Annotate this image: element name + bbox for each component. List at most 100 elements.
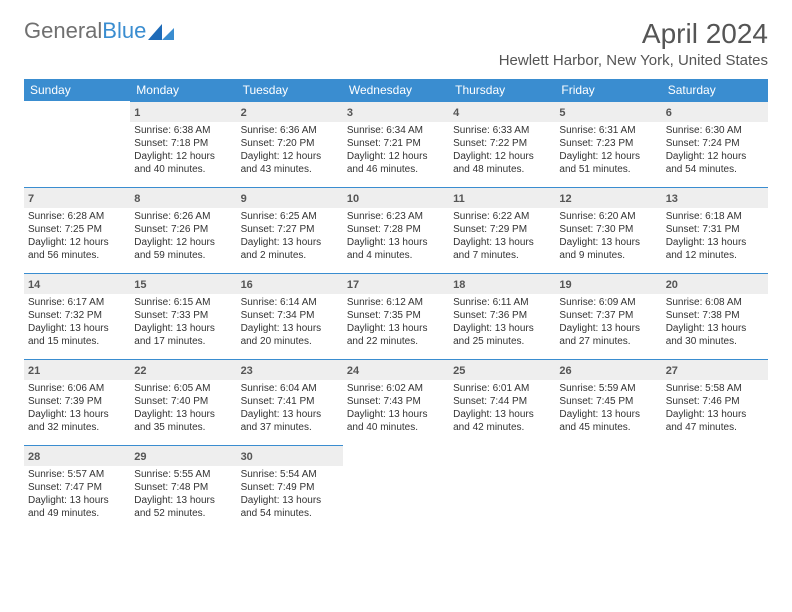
day-info: Sunrise: 6:14 AMSunset: 7:34 PMDaylight:… <box>241 296 339 348</box>
day-info: Sunrise: 6:31 AMSunset: 7:23 PMDaylight:… <box>559 124 657 176</box>
calendar-cell: 11Sunrise: 6:22 AMSunset: 7:29 PMDayligh… <box>449 187 555 273</box>
daylight-text: Daylight: 13 hours and 15 minutes. <box>28 322 126 348</box>
day-number: 14 <box>28 279 40 291</box>
sunrise-text: Sunrise: 6:04 AM <box>241 382 339 395</box>
calendar-cell: 12Sunrise: 6:20 AMSunset: 7:30 PMDayligh… <box>555 187 661 273</box>
day-info: Sunrise: 6:22 AMSunset: 7:29 PMDaylight:… <box>453 210 551 262</box>
day-info: Sunrise: 6:23 AMSunset: 7:28 PMDaylight:… <box>347 210 445 262</box>
sunset-text: Sunset: 7:26 PM <box>134 223 232 236</box>
sunrise-text: Sunrise: 6:12 AM <box>347 296 445 309</box>
calendar-cell: 27Sunrise: 5:58 AMSunset: 7:46 PMDayligh… <box>662 359 768 445</box>
day-number: 22 <box>134 365 146 377</box>
logo-text-blue: Blue <box>102 18 146 44</box>
page-title: April 2024 <box>499 18 768 50</box>
calendar-cell: 7Sunrise: 6:28 AMSunset: 7:25 PMDaylight… <box>24 187 130 273</box>
sunrise-text: Sunrise: 6:30 AM <box>666 124 764 137</box>
weekday-header: Thursday <box>449 79 555 101</box>
sunrise-text: Sunrise: 6:11 AM <box>453 296 551 309</box>
day-number: 24 <box>347 365 359 377</box>
daylight-text: Daylight: 13 hours and 52 minutes. <box>134 494 232 520</box>
sunrise-text: Sunrise: 5:59 AM <box>559 382 657 395</box>
sunset-text: Sunset: 7:38 PM <box>666 309 764 322</box>
day-info: Sunrise: 6:01 AMSunset: 7:44 PMDaylight:… <box>453 382 551 434</box>
sunrise-text: Sunrise: 6:15 AM <box>134 296 232 309</box>
day-number: 18 <box>453 279 465 291</box>
day-info: Sunrise: 6:15 AMSunset: 7:33 PMDaylight:… <box>134 296 232 348</box>
calendar-cell: 26Sunrise: 5:59 AMSunset: 7:45 PMDayligh… <box>555 359 661 445</box>
day-info: Sunrise: 6:26 AMSunset: 7:26 PMDaylight:… <box>134 210 232 262</box>
weekday-header: Sunday <box>24 79 130 101</box>
day-info: Sunrise: 5:59 AMSunset: 7:45 PMDaylight:… <box>559 382 657 434</box>
day-info: Sunrise: 6:33 AMSunset: 7:22 PMDaylight:… <box>453 124 551 176</box>
calendar-cell: 20Sunrise: 6:08 AMSunset: 7:38 PMDayligh… <box>662 273 768 359</box>
sunset-text: Sunset: 7:23 PM <box>559 137 657 150</box>
day-info: Sunrise: 6:04 AMSunset: 7:41 PMDaylight:… <box>241 382 339 434</box>
calendar-cell: 13Sunrise: 6:18 AMSunset: 7:31 PMDayligh… <box>662 187 768 273</box>
day-number: 29 <box>134 451 146 463</box>
title-block: April 2024 Hewlett Harbor, New York, Uni… <box>499 18 768 69</box>
calendar-cell <box>24 101 130 187</box>
daylight-text: Daylight: 12 hours and 56 minutes. <box>28 236 126 262</box>
calendar-cell <box>662 445 768 531</box>
daylight-text: Daylight: 13 hours and 7 minutes. <box>453 236 551 262</box>
calendar-cell: 30Sunrise: 5:54 AMSunset: 7:49 PMDayligh… <box>237 445 343 531</box>
sunrise-text: Sunrise: 6:17 AM <box>28 296 126 309</box>
sunset-text: Sunset: 7:45 PM <box>559 395 657 408</box>
sunrise-text: Sunrise: 6:02 AM <box>347 382 445 395</box>
sunset-text: Sunset: 7:40 PM <box>134 395 232 408</box>
day-number: 1 <box>134 107 140 119</box>
sunrise-text: Sunrise: 6:09 AM <box>559 296 657 309</box>
calendar-row: 28Sunrise: 5:57 AMSunset: 7:47 PMDayligh… <box>24 445 768 531</box>
sunset-text: Sunset: 7:22 PM <box>453 137 551 150</box>
sunrise-text: Sunrise: 6:33 AM <box>453 124 551 137</box>
logo: GeneralBlue <box>24 18 174 44</box>
sunrise-text: Sunrise: 6:38 AM <box>134 124 232 137</box>
weekday-header: Friday <box>555 79 661 101</box>
day-number: 4 <box>453 107 459 119</box>
day-info: Sunrise: 6:25 AMSunset: 7:27 PMDaylight:… <box>241 210 339 262</box>
day-info: Sunrise: 6:11 AMSunset: 7:36 PMDaylight:… <box>453 296 551 348</box>
calendar-row: 14Sunrise: 6:17 AMSunset: 7:32 PMDayligh… <box>24 273 768 359</box>
daylight-text: Daylight: 13 hours and 22 minutes. <box>347 322 445 348</box>
day-info: Sunrise: 6:28 AMSunset: 7:25 PMDaylight:… <box>28 210 126 262</box>
sunset-text: Sunset: 7:21 PM <box>347 137 445 150</box>
daylight-text: Daylight: 13 hours and 20 minutes. <box>241 322 339 348</box>
page-header: GeneralBlue April 2024 Hewlett Harbor, N… <box>24 18 768 69</box>
daylight-text: Daylight: 13 hours and 40 minutes. <box>347 408 445 434</box>
sunset-text: Sunset: 7:39 PM <box>28 395 126 408</box>
daylight-text: Daylight: 13 hours and 32 minutes. <box>28 408 126 434</box>
daylight-text: Daylight: 12 hours and 59 minutes. <box>134 236 232 262</box>
calendar-cell: 21Sunrise: 6:06 AMSunset: 7:39 PMDayligh… <box>24 359 130 445</box>
daylight-text: Daylight: 12 hours and 51 minutes. <box>559 150 657 176</box>
sunrise-text: Sunrise: 5:57 AM <box>28 468 126 481</box>
weekday-header: Saturday <box>662 79 768 101</box>
day-info: Sunrise: 6:06 AMSunset: 7:39 PMDaylight:… <box>28 382 126 434</box>
day-info: Sunrise: 6:30 AMSunset: 7:24 PMDaylight:… <box>666 124 764 176</box>
weekday-header: Tuesday <box>237 79 343 101</box>
sunrise-text: Sunrise: 5:58 AM <box>666 382 764 395</box>
sunrise-text: Sunrise: 5:55 AM <box>134 468 232 481</box>
sunset-text: Sunset: 7:24 PM <box>666 137 764 150</box>
sunset-text: Sunset: 7:44 PM <box>453 395 551 408</box>
daylight-text: Daylight: 13 hours and 12 minutes. <box>666 236 764 262</box>
sunrise-text: Sunrise: 5:54 AM <box>241 468 339 481</box>
daylight-text: Daylight: 12 hours and 40 minutes. <box>134 150 232 176</box>
day-number: 6 <box>666 107 672 119</box>
sunset-text: Sunset: 7:29 PM <box>453 223 551 236</box>
sunrise-text: Sunrise: 6:20 AM <box>559 210 657 223</box>
day-info: Sunrise: 6:38 AMSunset: 7:18 PMDaylight:… <box>134 124 232 176</box>
day-number: 30 <box>241 451 253 463</box>
daylight-text: Daylight: 13 hours and 37 minutes. <box>241 408 339 434</box>
calendar-row: 7Sunrise: 6:28 AMSunset: 7:25 PMDaylight… <box>24 187 768 273</box>
day-number: 2 <box>241 107 247 119</box>
calendar-row: 1 Sunrise: 6:38 AMSunset: 7:18 PMDaylight… <box>24 101 768 187</box>
sunset-text: Sunset: 7:48 PM <box>134 481 232 494</box>
sunset-text: Sunset: 7:28 PM <box>347 223 445 236</box>
sunset-text: Sunset: 7:36 PM <box>453 309 551 322</box>
sunrise-text: Sunrise: 6:14 AM <box>241 296 339 309</box>
daylight-text: Daylight: 13 hours and 42 minutes. <box>453 408 551 434</box>
sunrise-text: Sunrise: 6:34 AM <box>347 124 445 137</box>
day-number: 5 <box>559 107 565 119</box>
sunset-text: Sunset: 7:25 PM <box>28 223 126 236</box>
calendar-cell: 23Sunrise: 6:04 AMSunset: 7:41 PMDayligh… <box>237 359 343 445</box>
